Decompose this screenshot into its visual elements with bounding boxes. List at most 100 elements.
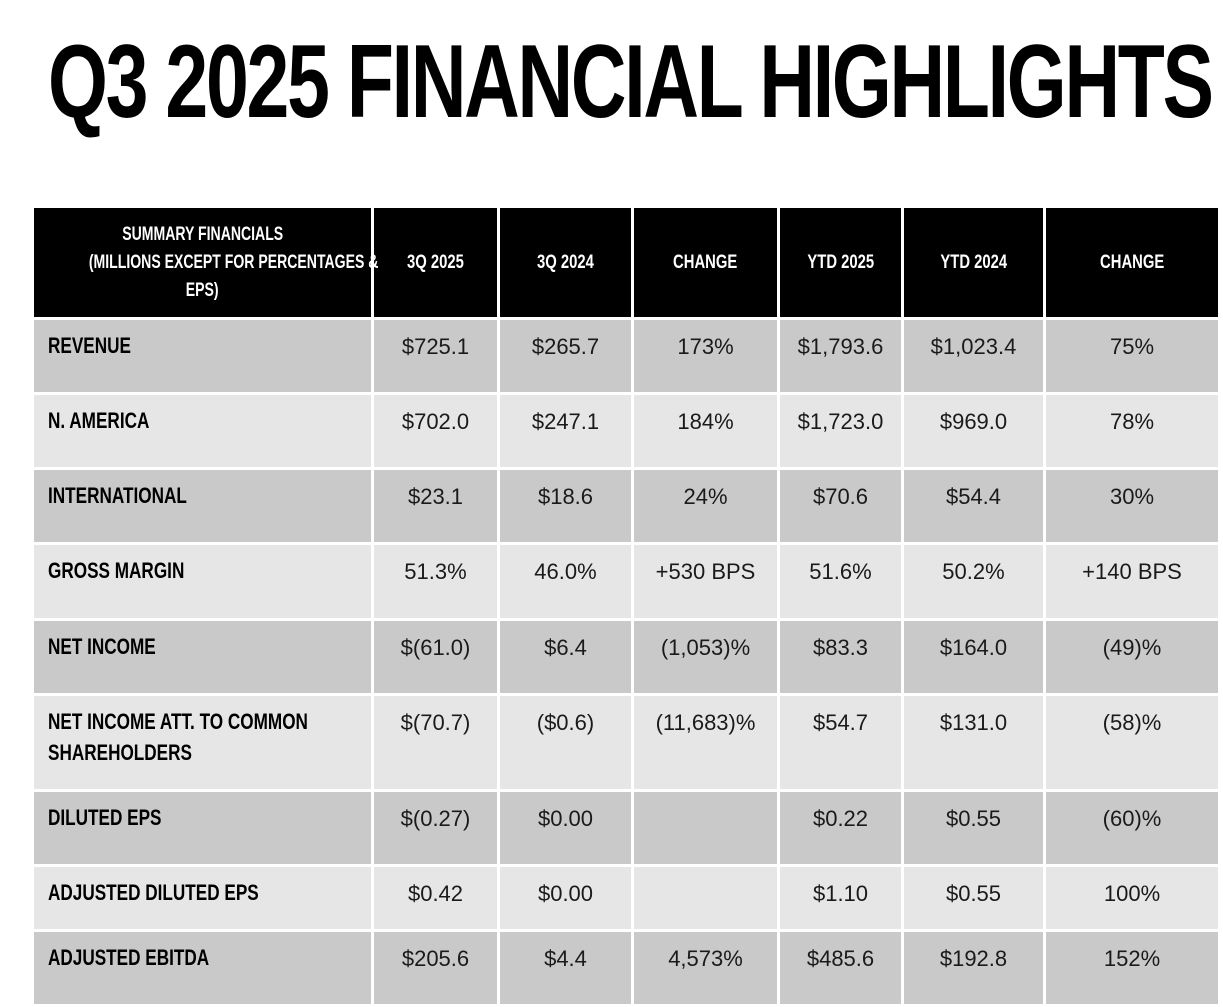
table-row: GROSS MARGIN 51.3% 46.0% +530 BPS 51.6% 50.2%… <box>34 545 1218 618</box>
table-cell: $0.55 <box>904 867 1043 929</box>
table-cell: 78% <box>1046 395 1218 467</box>
table-cell: $1,023.4 <box>904 320 1043 392</box>
table-cell: 152% <box>1046 932 1218 1004</box>
table-cell: 24% <box>634 470 777 542</box>
column-header: YTD 2025 <box>807 251 874 273</box>
table-cell: 184% <box>634 395 777 467</box>
header-ytd-2025: YTD 2025 <box>780 208 901 317</box>
table-cell: $1.10 <box>780 867 901 929</box>
table-cell: 30% <box>1046 470 1218 542</box>
table-cell: $23.1 <box>374 470 497 542</box>
table-cell: $969.0 <box>904 395 1043 467</box>
table-cell: $70.6 <box>780 470 901 542</box>
row-label: GROSS MARGIN <box>34 545 371 618</box>
row-label: ADJUSTED DILUTED EPS <box>34 867 371 929</box>
row-label: ADJUSTED EBITDA <box>34 932 371 1004</box>
table-cell <box>634 867 777 929</box>
table-cell <box>634 792 777 864</box>
row-label-line: NET INCOME <box>48 634 156 659</box>
financial-summary-table: SUMMARY FINANCIALS (MILLIONS EXCEPT FOR … <box>31 205 1221 1007</box>
column-header: CHANGE <box>673 251 738 273</box>
page-title: Q3 2025 FINANCIAL HIGHLIGHTS <box>48 24 1214 140</box>
header-ytd-2024: YTD 2024 <box>904 208 1043 317</box>
header-change-ytd: CHANGE <box>1046 208 1218 317</box>
table-cell: $1,723.0 <box>780 395 901 467</box>
table-cell: 4,573% <box>634 932 777 1004</box>
table-cell: ($0.6) <box>500 696 631 789</box>
row-label-line: GROSS MARGIN <box>48 558 185 583</box>
header-summary-financials: SUMMARY FINANCIALS (MILLIONS EXCEPT FOR … <box>34 208 378 317</box>
row-label: NET INCOME ATT. TO COMMON SHAREHOLDERS <box>34 696 371 789</box>
table-cell: (49)% <box>1046 621 1218 693</box>
table-cell: $265.7 <box>500 320 631 392</box>
table-cell: (58)% <box>1046 696 1218 789</box>
table-cell: $192.8 <box>904 932 1043 1004</box>
header-3q-2025: 3Q 2025 <box>374 208 497 317</box>
column-header: YTD 2024 <box>940 251 1007 273</box>
table-cell: $54.7 <box>780 696 901 789</box>
table-cell: +530 BPS <box>634 545 777 618</box>
table-cell: $164.0 <box>904 621 1043 693</box>
table-cell: +140 BPS <box>1046 545 1218 618</box>
table-cell: (11,683)% <box>634 696 777 789</box>
table-cell: 75% <box>1046 320 1218 392</box>
table-cell: 46.0% <box>500 545 631 618</box>
table-cell: $702.0 <box>374 395 497 467</box>
row-label-line: DILUTED EPS <box>48 805 162 830</box>
table-cell: 100% <box>1046 867 1218 929</box>
table-cell: $(0.27) <box>374 792 497 864</box>
table-cell: 51.6% <box>780 545 901 618</box>
table-cell: $83.3 <box>780 621 901 693</box>
table-cell: $0.42 <box>374 867 497 929</box>
row-label: N. AMERICA <box>34 395 371 467</box>
table-cell: 51.3% <box>374 545 497 618</box>
row-label-line: ADJUSTED DILUTED EPS <box>48 880 259 905</box>
table-cell: $725.1 <box>374 320 497 392</box>
table-cell: $(70.7) <box>374 696 497 789</box>
table-cell: 173% <box>634 320 777 392</box>
table-cell: $0.22 <box>780 792 901 864</box>
table-cell: (60)% <box>1046 792 1218 864</box>
row-label-line: ADJUSTED EBITDA <box>48 945 210 970</box>
table-cell: $4.4 <box>500 932 631 1004</box>
table-cell: $0.00 <box>500 792 631 864</box>
column-header: 3Q 2025 <box>407 251 464 273</box>
row-label-line: SHAREHOLDERS <box>48 740 192 765</box>
row-label: INTERNATIONAL <box>34 470 371 542</box>
header-line: SUMMARY FINANCIALS <box>122 223 283 245</box>
table-cell: $0.00 <box>500 867 631 929</box>
table-row: NET INCOME ATT. TO COMMON SHAREHOLDERS $(7… <box>34 696 1218 789</box>
table-cell: $54.4 <box>904 470 1043 542</box>
table-row: ADJUSTED DILUTED EPS $0.42 $0.00 $1.10 $0.55… <box>34 867 1218 929</box>
table-cell: $485.6 <box>780 932 901 1004</box>
table-cell: (1,053)% <box>634 621 777 693</box>
table-row: REVENUE $725.1 $265.7 173% $1,793.6 $1,023.4 7… <box>34 320 1218 392</box>
row-label: REVENUE <box>34 320 371 392</box>
table-cell: $247.1 <box>500 395 631 467</box>
table-cell: $205.6 <box>374 932 497 1004</box>
table-cell: $131.0 <box>904 696 1043 789</box>
table-header-row: SUMMARY FINANCIALS (MILLIONS EXCEPT FOR … <box>34 208 1218 317</box>
table-cell: $18.6 <box>500 470 631 542</box>
column-header: CHANGE <box>1099 251 1165 273</box>
header-change-quarter: CHANGE <box>634 208 777 317</box>
table-row: NET INCOME $(61.0) $6.4 (1,053)% $83.3 $164.0… <box>34 621 1218 693</box>
table-cell: $(61.0) <box>374 621 497 693</box>
column-header: 3Q 2024 <box>537 251 594 273</box>
row-label-line: INTERNATIONAL <box>48 483 187 508</box>
header-line: EPS) <box>186 279 219 301</box>
table-cell: 50.2% <box>904 545 1043 618</box>
table-row: INTERNATIONAL $23.1 $18.6 24% $70.6 $54.4 30% <box>34 470 1218 542</box>
header-3q-2024: 3Q 2024 <box>500 208 631 317</box>
row-label-line: REVENUE <box>48 333 131 358</box>
row-label: NET INCOME <box>34 621 371 693</box>
row-label-line: N. AMERICA <box>48 408 150 433</box>
row-label-line: NET INCOME ATT. TO COMMON <box>48 709 308 734</box>
table-row: N. AMERICA $702.0 $247.1 184% $1,723.0 $969.0… <box>34 395 1218 467</box>
header-line: (MILLIONS EXCEPT FOR PERCENTAGES & <box>88 251 379 273</box>
table-row: ADJUSTED EBITDA $205.6 $4.4 4,573% $485.6 $19… <box>34 932 1218 1004</box>
row-label: DILUTED EPS <box>34 792 371 864</box>
table-cell: $1,793.6 <box>780 320 901 392</box>
table-cell: $0.55 <box>904 792 1043 864</box>
table-cell: $6.4 <box>500 621 631 693</box>
